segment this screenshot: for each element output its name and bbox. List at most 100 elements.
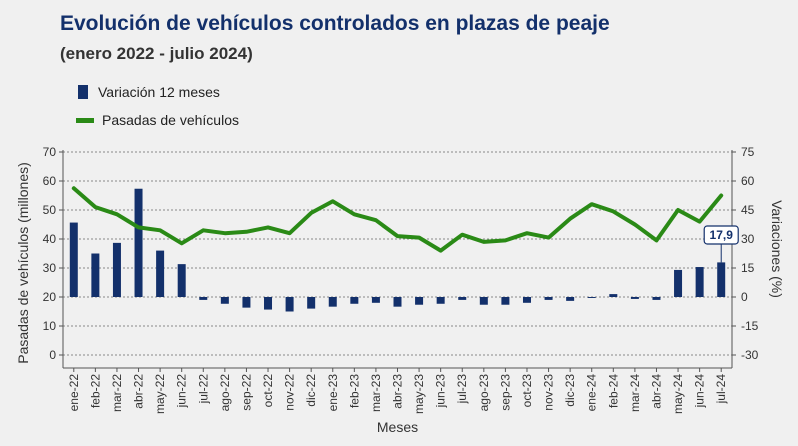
axes bbox=[59, 150, 736, 372]
x-tick-label: ene-22 bbox=[67, 374, 81, 412]
x-tick-label: nov-23 bbox=[542, 374, 556, 411]
bar bbox=[307, 297, 316, 309]
y-tick-label-right: -30 bbox=[741, 348, 759, 362]
y-tick-label-left: 60 bbox=[43, 174, 57, 188]
chart-subtitle: (enero 2022 - julio 2024) bbox=[60, 44, 253, 63]
callout-box bbox=[703, 225, 739, 245]
bar bbox=[242, 297, 251, 308]
x-tick-label: oct-22 bbox=[261, 374, 275, 408]
y-tick-label-right: 45 bbox=[741, 203, 755, 217]
bar bbox=[501, 297, 510, 305]
x-tick-label: jul-22 bbox=[196, 374, 210, 405]
annotations: 17,9 bbox=[703, 225, 739, 263]
bar bbox=[156, 250, 165, 297]
legend-swatch-line bbox=[76, 117, 94, 123]
x-tick-label: jun-24 bbox=[693, 374, 707, 409]
y-tick-label-left: 0 bbox=[49, 348, 56, 362]
y-tick-label-right: 75 bbox=[741, 145, 755, 159]
bar bbox=[220, 297, 229, 304]
x-tick-label: jul-24 bbox=[714, 374, 728, 405]
bar bbox=[458, 297, 467, 300]
bar bbox=[609, 294, 618, 297]
bar bbox=[371, 297, 380, 303]
x-tick-label: mar-23 bbox=[369, 374, 383, 412]
x-tick-label: feb-22 bbox=[88, 374, 102, 408]
x-tick-label: dic-22 bbox=[304, 374, 318, 407]
bar bbox=[415, 297, 424, 305]
bar bbox=[587, 297, 596, 298]
line-series bbox=[71, 186, 724, 253]
y-tick-label-left: 50 bbox=[43, 203, 57, 217]
bar bbox=[695, 267, 704, 297]
x-tick-label: oct-23 bbox=[520, 374, 534, 408]
x-tick-label: abr-23 bbox=[391, 374, 405, 409]
y-tick-label-left: 30 bbox=[43, 261, 57, 275]
legend-label-bars: Variación 12 meses bbox=[98, 84, 220, 100]
x-tick-label: abr-24 bbox=[649, 374, 663, 409]
line-pasadas bbox=[71, 186, 724, 253]
y-axis-title-right: Variaciones (%) bbox=[769, 200, 785, 298]
x-tick-label: mar-22 bbox=[110, 374, 124, 412]
bar bbox=[674, 269, 683, 297]
legend-swatch-bars bbox=[78, 85, 88, 99]
y-tick-label-left: 10 bbox=[43, 319, 57, 333]
bar bbox=[199, 297, 208, 300]
x-tick-label: abr-22 bbox=[132, 374, 146, 409]
y-tick-label-right: 60 bbox=[741, 174, 755, 188]
x-tick-label: may-22 bbox=[153, 374, 167, 414]
y-axis-title-left: Pasadas de vehículos (millones) bbox=[15, 162, 31, 364]
x-tick-label: sep-22 bbox=[239, 374, 253, 411]
bar bbox=[630, 297, 639, 299]
bar bbox=[112, 242, 121, 297]
bar bbox=[393, 297, 402, 307]
legend-label-line: Pasadas de vehículos bbox=[102, 112, 239, 128]
bar bbox=[177, 264, 186, 297]
x-tick-label: ene-23 bbox=[326, 374, 340, 412]
x-tick-label: may-24 bbox=[671, 374, 685, 414]
bar bbox=[436, 297, 445, 304]
bar bbox=[350, 297, 359, 304]
x-tick-label: feb-24 bbox=[606, 374, 620, 408]
y-tick-label-right: -15 bbox=[741, 319, 759, 333]
y-tick-label-right: 30 bbox=[741, 232, 755, 246]
x-tick-label: ago-23 bbox=[477, 374, 491, 412]
y-tick-label-left: 20 bbox=[43, 290, 57, 304]
bar bbox=[717, 262, 726, 297]
y-tick-label-left: 70 bbox=[43, 145, 57, 159]
x-axis-title: Meses bbox=[377, 419, 418, 435]
bar bbox=[566, 297, 575, 301]
y-tick-label-right: 15 bbox=[741, 261, 755, 275]
x-tick-label: jul-23 bbox=[455, 374, 469, 405]
bar bbox=[479, 297, 488, 305]
bar bbox=[522, 297, 531, 303]
x-tick-label: dic-23 bbox=[563, 374, 577, 407]
x-tick-label: ene-24 bbox=[585, 374, 599, 412]
x-tick-label: sep-23 bbox=[498, 374, 512, 411]
y-tick-label-left: 40 bbox=[43, 232, 57, 246]
x-tick-label: mar-24 bbox=[628, 374, 642, 412]
callout-label: 17,9 bbox=[710, 228, 734, 242]
bar bbox=[544, 297, 553, 300]
legend: Variación 12 meses Pasadas de vehículos bbox=[76, 78, 239, 134]
bar bbox=[134, 188, 143, 297]
tick-labels: 0 10 20 30 40 50 60 70 -30 -15 0 15 30 45 60 75 ene-22 fe… bbox=[15, 145, 785, 435]
legend-item-bars: Variación 12 meses bbox=[76, 78, 239, 106]
bar bbox=[328, 297, 337, 307]
y-tick-label-right: 0 bbox=[741, 290, 748, 304]
legend-item-line: Pasadas de vehículos bbox=[76, 106, 239, 134]
x-tick-label: jun-23 bbox=[434, 374, 448, 409]
x-tick-label: may-23 bbox=[412, 374, 426, 414]
x-tick-label: feb-23 bbox=[347, 374, 361, 408]
chart-title: Evolución de vehículos controlados en pl… bbox=[60, 12, 610, 35]
x-tick-label: jun-22 bbox=[175, 374, 189, 409]
x-tick-label: ago-22 bbox=[218, 374, 232, 412]
x-tick-label: nov-22 bbox=[283, 374, 297, 411]
bar bbox=[91, 253, 100, 297]
bar bbox=[264, 297, 273, 310]
bar-series bbox=[69, 188, 726, 312]
bar bbox=[69, 222, 78, 297]
bar bbox=[285, 297, 294, 312]
gridlines bbox=[63, 151, 732, 356]
